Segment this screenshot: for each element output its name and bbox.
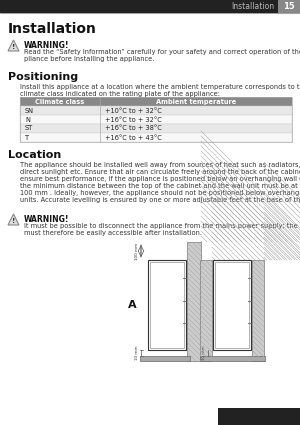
Bar bbox=[20, 97, 292, 142]
Text: SN: SN bbox=[25, 108, 34, 113]
Text: Ambient temperature: Ambient temperature bbox=[156, 99, 236, 105]
Bar bbox=[148, 260, 186, 350]
Text: Climate class: Climate class bbox=[35, 99, 85, 105]
Text: Installation: Installation bbox=[231, 2, 274, 11]
Text: Installation: Installation bbox=[8, 22, 97, 36]
Text: +16°C to + 32°C: +16°C to + 32°C bbox=[105, 116, 162, 122]
Bar bbox=[278, 0, 300, 13]
Text: !: ! bbox=[12, 44, 15, 50]
Bar bbox=[187, 242, 201, 361]
Text: 15: 15 bbox=[283, 2, 295, 11]
Bar bbox=[213, 260, 251, 350]
Bar bbox=[20, 106, 292, 115]
Text: The appliance should be installed well away from sources of heat such as radiato: The appliance should be installed well a… bbox=[20, 162, 300, 203]
Text: Positioning: Positioning bbox=[8, 72, 78, 82]
Text: ST: ST bbox=[25, 125, 33, 131]
Bar bbox=[252, 260, 264, 361]
Bar bbox=[20, 115, 292, 124]
Bar bbox=[0, 0, 300, 13]
Text: +16°C to + 38°C: +16°C to + 38°C bbox=[105, 125, 162, 131]
Bar bbox=[218, 408, 300, 425]
Text: T: T bbox=[25, 134, 29, 141]
Text: 10 mm: 10 mm bbox=[135, 346, 139, 360]
Text: Read the “Safety Information” carefully for your safety and correct operation of: Read the “Safety Information” carefully … bbox=[24, 49, 300, 62]
Text: Install this appliance at a location where the ambient temperature corresponds t: Install this appliance at a location whe… bbox=[20, 84, 300, 97]
Text: WARNING!: WARNING! bbox=[24, 215, 70, 224]
Text: It must be possible to disconnect the appliance from the mains power supply; the: It must be possible to disconnect the ap… bbox=[24, 223, 300, 236]
Text: 100 mm: 100 mm bbox=[135, 242, 139, 260]
Polygon shape bbox=[8, 214, 19, 225]
Bar bbox=[140, 356, 190, 361]
Text: B: B bbox=[228, 290, 236, 300]
Bar bbox=[150, 262, 184, 348]
Text: A: A bbox=[128, 300, 136, 310]
Bar bbox=[20, 124, 292, 133]
Text: N: N bbox=[25, 116, 30, 122]
Text: WARNING!: WARNING! bbox=[24, 41, 70, 50]
Bar bbox=[20, 97, 292, 106]
Polygon shape bbox=[8, 40, 19, 51]
Bar bbox=[200, 356, 265, 361]
Bar bbox=[20, 133, 292, 142]
Text: 10 mm: 10 mm bbox=[202, 346, 206, 360]
Bar bbox=[200, 260, 212, 361]
Text: +10°C to + 32°C: +10°C to + 32°C bbox=[105, 108, 162, 113]
Text: !: ! bbox=[12, 218, 15, 224]
Text: Location: Location bbox=[8, 150, 61, 160]
Text: +16°C to + 43°C: +16°C to + 43°C bbox=[105, 134, 162, 141]
Bar bbox=[215, 262, 249, 348]
